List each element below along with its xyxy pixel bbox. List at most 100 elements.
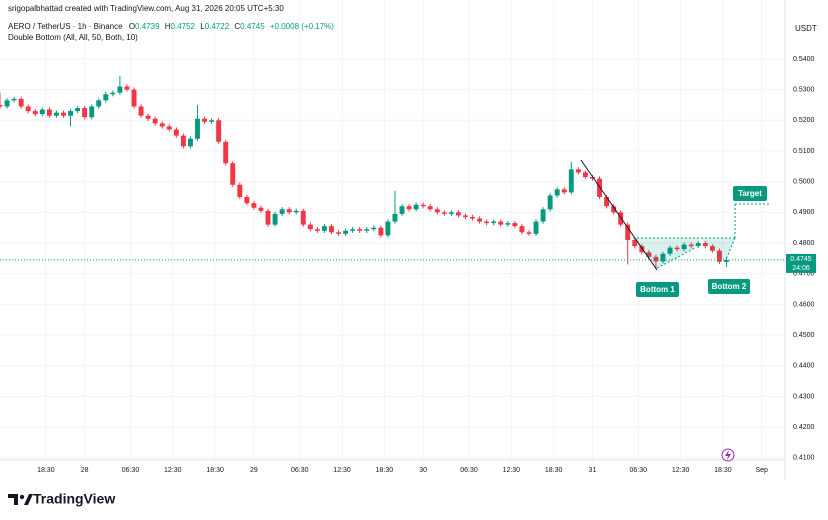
candle-body [11, 98, 17, 101]
brand: TradingView [33, 491, 115, 507]
candle-body [455, 212, 461, 216]
candle-body [110, 92, 116, 95]
candle-body [575, 169, 581, 173]
candle-body [723, 259, 729, 262]
candle-body [540, 209, 546, 222]
candles [0, 75, 729, 269]
candle-body [625, 224, 631, 240]
indicator-label: Double Bottom (All, All, 50, Both, 10) [8, 33, 138, 42]
logo-shape [8, 494, 18, 505]
candle-body [258, 207, 264, 211]
candle-body [230, 163, 236, 185]
pattern-fill [633, 238, 700, 268]
x-tick-label: Sep [755, 467, 768, 474]
candle-body [385, 221, 391, 236]
candle-body [138, 106, 144, 116]
ohlc-value: 0.4752 [171, 22, 196, 31]
x-tick-label: 06:30 [291, 467, 309, 474]
logo-shape [24, 494, 33, 505]
header-line: AERO / TetherUS · 1h · Binance O0.4739 H… [8, 22, 334, 31]
x-tick-label: 28 [81, 467, 89, 474]
candle-body [611, 206, 617, 213]
candle-body [632, 239, 638, 247]
candle-body [117, 86, 123, 93]
pattern-line [580, 159, 658, 271]
y-tick-label: 0.5400 [793, 56, 815, 63]
y-tick-label: 0.4200 [793, 424, 815, 431]
candle-body [0, 104, 3, 107]
candle-body [526, 232, 532, 234]
price-countdown: 24:06 [792, 265, 810, 272]
candle-body [209, 120, 215, 122]
candle-body [653, 256, 659, 262]
candle-body [582, 172, 588, 178]
y-tick-label: 0.4800 [793, 240, 815, 247]
y-tick-label: 0.5300 [793, 86, 815, 93]
candle-body [702, 243, 708, 247]
ohlc-label: L [200, 22, 205, 31]
candle-body [272, 213, 278, 225]
candle-body [265, 210, 271, 225]
candle-body [124, 86, 130, 90]
candle-body [561, 189, 567, 193]
candle-body [244, 197, 250, 204]
annotation: Target [738, 189, 762, 198]
x-tick-label: 31 [589, 467, 597, 474]
x-tick-label: 29 [250, 467, 258, 474]
candle-body [667, 247, 673, 254]
candle-body [681, 244, 687, 250]
x-tick-label: 12:30 [164, 467, 182, 474]
annotation-box [708, 279, 750, 294]
x-tick-label: 18:30 [545, 467, 563, 474]
annotation: Bottom 2 [712, 282, 747, 291]
candle-body [89, 106, 95, 118]
candle-body [202, 118, 208, 122]
candle-body [688, 244, 694, 247]
price-label: 0.4745 [790, 256, 812, 263]
candle-body [180, 135, 186, 147]
candle-body [589, 177, 595, 179]
candle-body [420, 204, 426, 207]
candle-body [336, 232, 342, 234]
candle-body [413, 204, 419, 210]
y-tick-label: 0.5200 [793, 117, 815, 124]
candle-body [674, 247, 680, 250]
x-tick-label: 18:30 [376, 467, 394, 474]
candle-body [371, 227, 377, 230]
x-tick-label: 18:30 [37, 467, 55, 474]
candle-body [314, 229, 320, 231]
candle-body [46, 109, 52, 116]
y-tick-label: 0.4300 [793, 393, 815, 400]
ohlc-label: H [165, 22, 171, 31]
candle-body [639, 246, 645, 253]
logo-shape [19, 494, 25, 500]
candle-body [286, 209, 292, 213]
candle-body [434, 209, 440, 213]
brand-logo [8, 494, 33, 505]
candle-body [68, 111, 73, 116]
y-tick-label: 0.4900 [793, 209, 815, 216]
candle-body [597, 178, 602, 198]
candle-body [660, 253, 666, 262]
y-tick-label: 0.5100 [793, 148, 815, 155]
candle-body [321, 226, 327, 231]
candle-body [512, 223, 518, 227]
candle-body [406, 206, 412, 210]
x-tick-label: 06:30 [630, 467, 648, 474]
candle-body [547, 195, 553, 210]
candle-body [82, 108, 88, 118]
candle-body [173, 129, 179, 136]
candle-body [300, 210, 306, 225]
y-tick-label: 0.4700 [793, 271, 815, 278]
candle-body [279, 209, 285, 214]
candle-body [470, 216, 476, 219]
candle-body [477, 218, 483, 222]
candle-body [25, 106, 31, 112]
double-bottom-pattern: Bottom 1 Bottom 2 Target [580, 159, 770, 297]
candle-body [350, 229, 356, 231]
grid [0, 0, 785, 460]
symbol-title: AERO / TetherUS · 1h · Binance [8, 22, 123, 31]
candle-body [237, 184, 243, 198]
y-tick-label: 0.4100 [793, 455, 815, 462]
